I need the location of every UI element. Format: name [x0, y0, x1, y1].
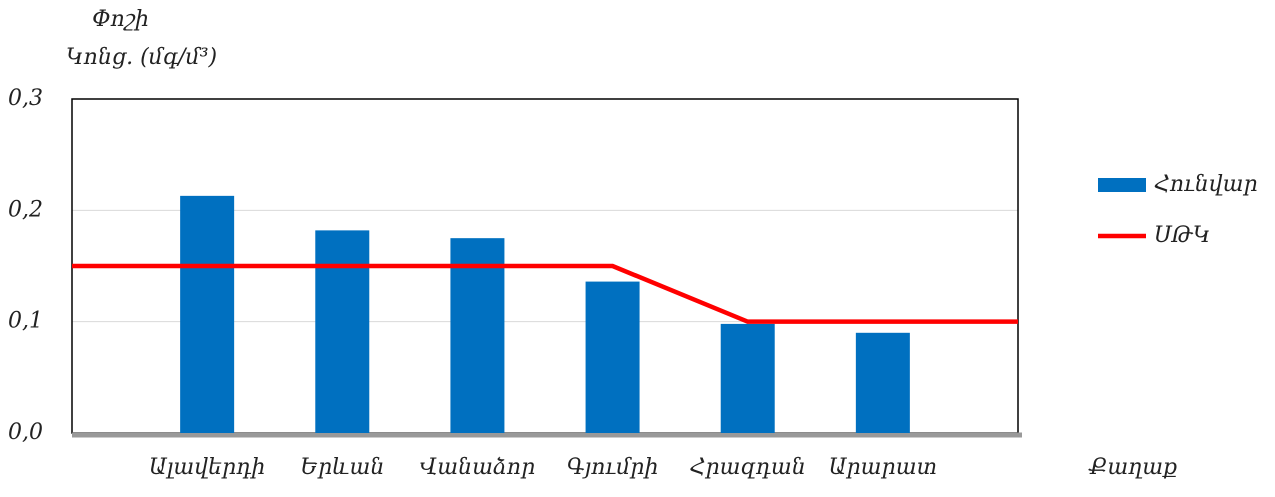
bar [180, 195, 235, 433]
legend-swatch [1098, 178, 1146, 192]
x-tick-label: Վանաձոր [420, 455, 536, 480]
y-axis-label: Փոշի [92, 7, 149, 32]
y-tick-label: 0,3 [8, 86, 43, 111]
bar [720, 323, 775, 433]
y-axis-label: Կոնց. (մգ/մ³) [66, 45, 217, 70]
x-tick-label: Երևան [300, 455, 384, 480]
bar [585, 281, 640, 433]
x-tick-label: Գյումրի [567, 455, 659, 480]
y-tick-label: 0,2 [8, 197, 43, 222]
line [72, 263, 1018, 324]
legend-label: ՍԹԿ [1154, 223, 1211, 248]
y-tick-label: 0,1 [8, 309, 43, 334]
bar [315, 230, 370, 433]
y-tick-label: 0,0 [8, 420, 43, 445]
bar [855, 332, 910, 433]
bar [450, 238, 505, 433]
x-tick-label: Հրազդան [690, 455, 806, 480]
x-axis-label: Քաղաք [1088, 455, 1177, 480]
legend-label: Հունվար [1154, 172, 1258, 197]
x-tick-label: Արարատ [829, 455, 937, 480]
x-tick-label: Ալավերդի [149, 455, 266, 480]
